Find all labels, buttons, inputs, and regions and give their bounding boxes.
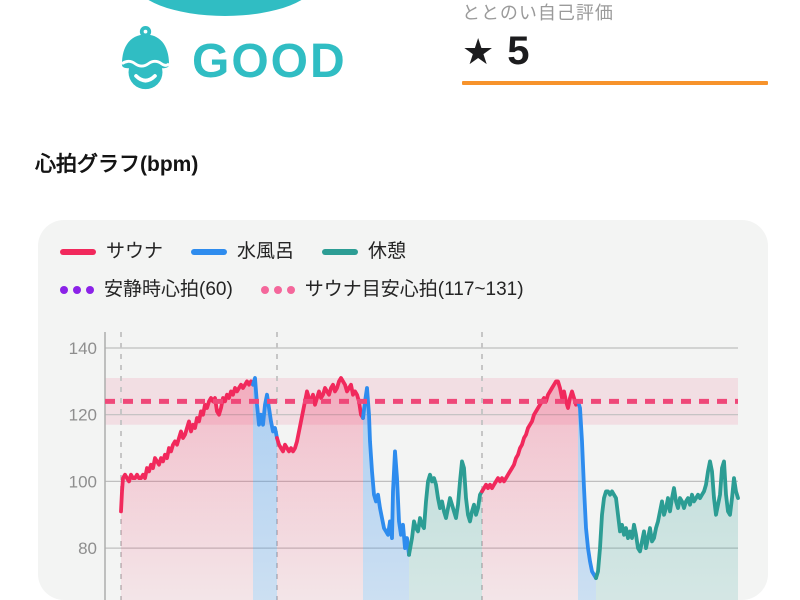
legend-item-target-hr: サウナ目安心拍(117~131) <box>260 279 524 301</box>
legend-item-water: 水風呂 <box>191 241 294 263</box>
rating-caption: ととのい自己評価 <box>462 3 614 23</box>
water-line-swatch <box>191 249 228 255</box>
legend-label-water: 水風呂 <box>237 241 295 262</box>
target-hr-dotted-swatch <box>260 286 295 294</box>
sauna-line-swatch <box>60 249 96 255</box>
self-rating-block: ととのい自己評価 ★ 5 <box>462 2 768 73</box>
legend-item-rest: 休憩 <box>322 241 406 263</box>
section-title: 心拍グラフ(bpm) <box>35 153 199 176</box>
teal-bubble-decoration <box>133 0 317 16</box>
orange-divider <box>462 81 768 85</box>
rest-line-swatch <box>322 249 359 255</box>
result-label: GOOD <box>192 35 347 88</box>
legend-label-resting-hr: 安静時心拍(60) <box>104 279 233 300</box>
legend-label-target-hr: サウナ目安心拍(117~131) <box>304 279 524 300</box>
star-icon: ★ <box>462 31 495 72</box>
legend-label-rest: 休憩 <box>368 241 407 262</box>
rating-row: ★ 5 <box>462 29 768 73</box>
legend-label-sauna: サウナ <box>106 241 164 262</box>
chart-legend-row-2: 安静時心拍(60) サウナ目安心拍(117~131) <box>60 279 524 301</box>
rating-value: 5 <box>507 29 530 73</box>
resting-hr-dotted-swatch <box>60 286 94 294</box>
heart-rate-chart-card: サウナ 水風呂 休憩 安静時心拍(60) サウナ目安心拍(117~131) <box>38 220 768 600</box>
legend-item-sauna: サウナ <box>60 241 163 263</box>
chart-legend-row-1: サウナ 水風呂 休憩 <box>60 241 406 263</box>
sauna-hat-icon <box>117 26 174 92</box>
legend-item-resting-hr: 安静時心拍(60) <box>60 279 233 301</box>
